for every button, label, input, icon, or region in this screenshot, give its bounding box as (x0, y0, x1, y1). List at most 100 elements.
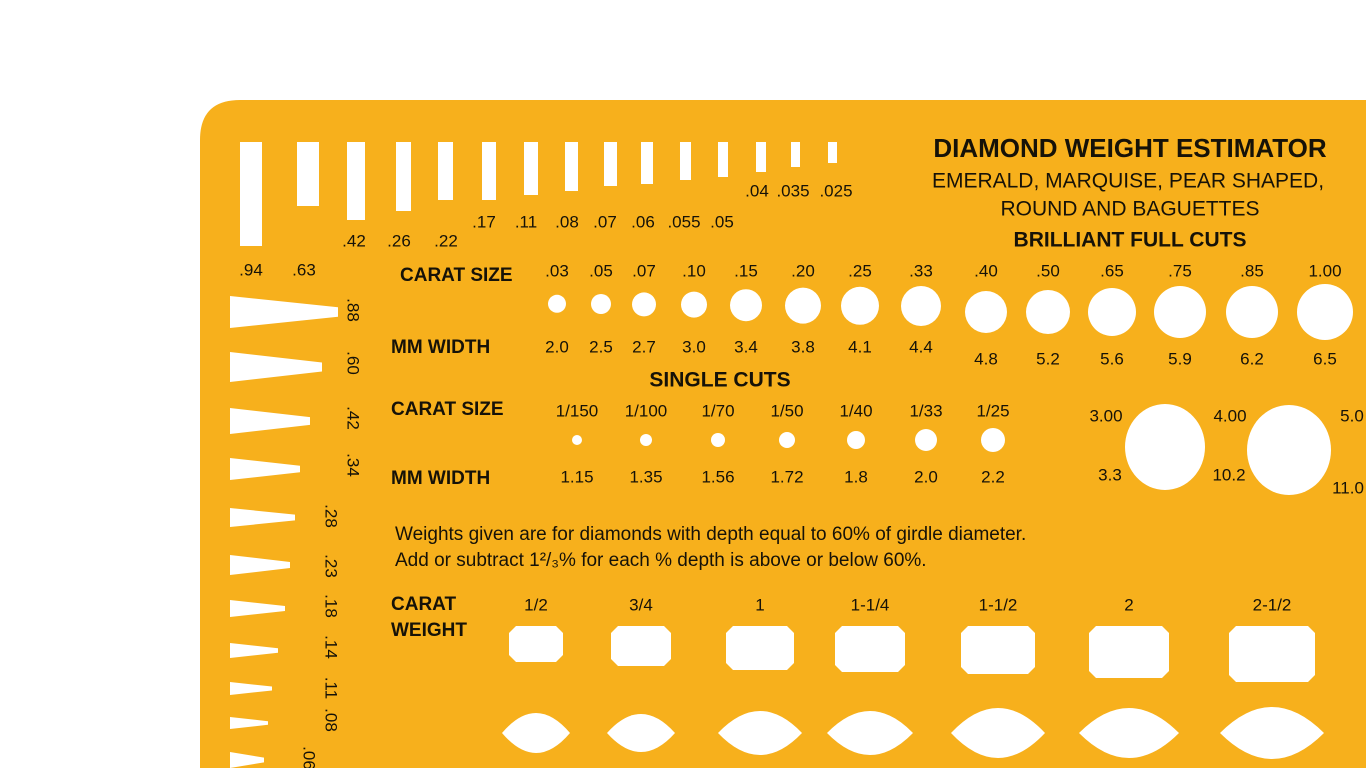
row-label: MM WIDTH (391, 468, 490, 489)
size-label: 2.2 (981, 467, 1005, 486)
emerald-hole (1229, 626, 1315, 682)
size-label: .22 (434, 231, 458, 250)
tapered-baguette-hole (230, 600, 285, 617)
round-hole (847, 431, 865, 449)
size-label: 4.00 (1213, 406, 1246, 425)
size-label: 1.15 (560, 467, 593, 486)
size-label: .055 (667, 212, 700, 231)
size-label: 1/150 (556, 401, 599, 420)
heading: BRILLIANT FULL CUTS (1014, 229, 1247, 252)
emerald-hole (1089, 626, 1169, 678)
size-label: 4.4 (909, 337, 933, 356)
row-label: CARAT SIZE (391, 399, 504, 420)
baguette-hole (524, 142, 538, 195)
row-label: CARAT SIZE (400, 265, 513, 286)
size-label: .75 (1168, 261, 1192, 280)
emerald-hole (726, 626, 794, 670)
tapered-baguette-hole (230, 752, 264, 768)
size-label: .07 (593, 212, 617, 231)
baguette-hole (718, 142, 728, 177)
size-label: 3.0 (682, 337, 706, 356)
tapered-baguette-hole (230, 643, 278, 658)
size-label: 5.0 (1340, 406, 1364, 425)
size-label: .40 (974, 261, 998, 280)
size-label: 4.1 (848, 337, 872, 356)
baguette-hole (791, 142, 800, 167)
baguette-hole (641, 142, 653, 184)
round-hole (681, 291, 707, 318)
size-label: 1-1/4 (851, 595, 890, 614)
baguette-hole (396, 142, 411, 211)
round-hole (785, 287, 821, 324)
marquise-hole (1220, 707, 1324, 759)
round-hole (1247, 405, 1331, 495)
round-hole (901, 286, 941, 326)
size-label: 1/70 (701, 401, 734, 420)
size-label: .07 (632, 261, 656, 280)
size-label: 1/100 (625, 401, 668, 420)
size-label: .06 (631, 212, 655, 231)
size-label: .34 (344, 453, 363, 477)
round-hole (981, 428, 1005, 452)
marquise-hole (1079, 708, 1179, 758)
size-label: 2.0 (545, 337, 569, 356)
size-label: 1.00 (1308, 261, 1341, 280)
size-label: 1.8 (844, 467, 868, 486)
baguette-hole (240, 142, 262, 246)
size-label: 6.2 (1240, 349, 1264, 368)
size-label: .03 (545, 261, 569, 280)
round-hole (1125, 404, 1205, 490)
baguette-hole (482, 142, 496, 200)
size-label: 4.8 (974, 349, 998, 368)
size-label: 1/50 (770, 401, 803, 420)
emerald-hole (961, 626, 1035, 674)
size-label: .28 (322, 504, 341, 528)
size-label: .94 (239, 260, 263, 279)
marquise-hole (502, 713, 570, 753)
size-label: .85 (1240, 261, 1264, 280)
size-label: 3/4 (629, 595, 653, 614)
baguette-hole (565, 142, 578, 191)
row-label: CARAT (391, 594, 456, 615)
size-label: 3.3 (1098, 465, 1122, 484)
title: DIAMOND WEIGHT ESTIMATOR (933, 133, 1327, 163)
size-label: 6.5 (1313, 349, 1337, 368)
size-label: 5.9 (1168, 349, 1192, 368)
round-hole (730, 289, 762, 322)
note: Weights given are for diamonds with dept… (395, 524, 1026, 545)
size-label: .23 (322, 554, 341, 578)
size-label: 1/2 (524, 595, 548, 614)
size-label: .05 (589, 261, 613, 280)
size-label: 5.2 (1036, 349, 1060, 368)
size-label: .08 (322, 708, 341, 732)
size-label: .42 (344, 406, 363, 430)
size-label: 1 (755, 595, 764, 614)
size-label: .17 (472, 212, 496, 231)
tapered-baguette-hole (230, 508, 295, 527)
size-label: .63 (292, 260, 316, 279)
size-label: .05 (710, 212, 734, 231)
row-label: MM WIDTH (391, 337, 490, 358)
round-hole (1226, 286, 1278, 338)
round-hole (1088, 288, 1136, 336)
size-label: .26 (387, 231, 411, 250)
size-label: 1/40 (839, 401, 872, 420)
row-label: WEIGHT (391, 620, 467, 641)
size-label: .88 (344, 298, 363, 322)
size-label: 3.00 (1089, 406, 1122, 425)
baguette-hole (438, 142, 453, 200)
marquise-hole (951, 708, 1045, 758)
size-label: 3.8 (791, 337, 815, 356)
size-label: .14 (322, 635, 341, 659)
size-label: 11.0 (1332, 478, 1364, 497)
tapered-baguette-hole (230, 717, 268, 729)
size-label: 1.72 (770, 467, 803, 486)
marquise-hole (607, 714, 675, 752)
size-label: .08 (555, 212, 579, 231)
round-hole (632, 292, 656, 317)
size-label: 1.35 (629, 467, 662, 486)
size-label: .65 (1100, 261, 1124, 280)
subtitle: ROUND AND BAGUETTES (1000, 198, 1259, 221)
note: Add or subtract 1²/₃% for each % depth i… (395, 550, 927, 571)
size-label: 1.56 (701, 467, 734, 486)
